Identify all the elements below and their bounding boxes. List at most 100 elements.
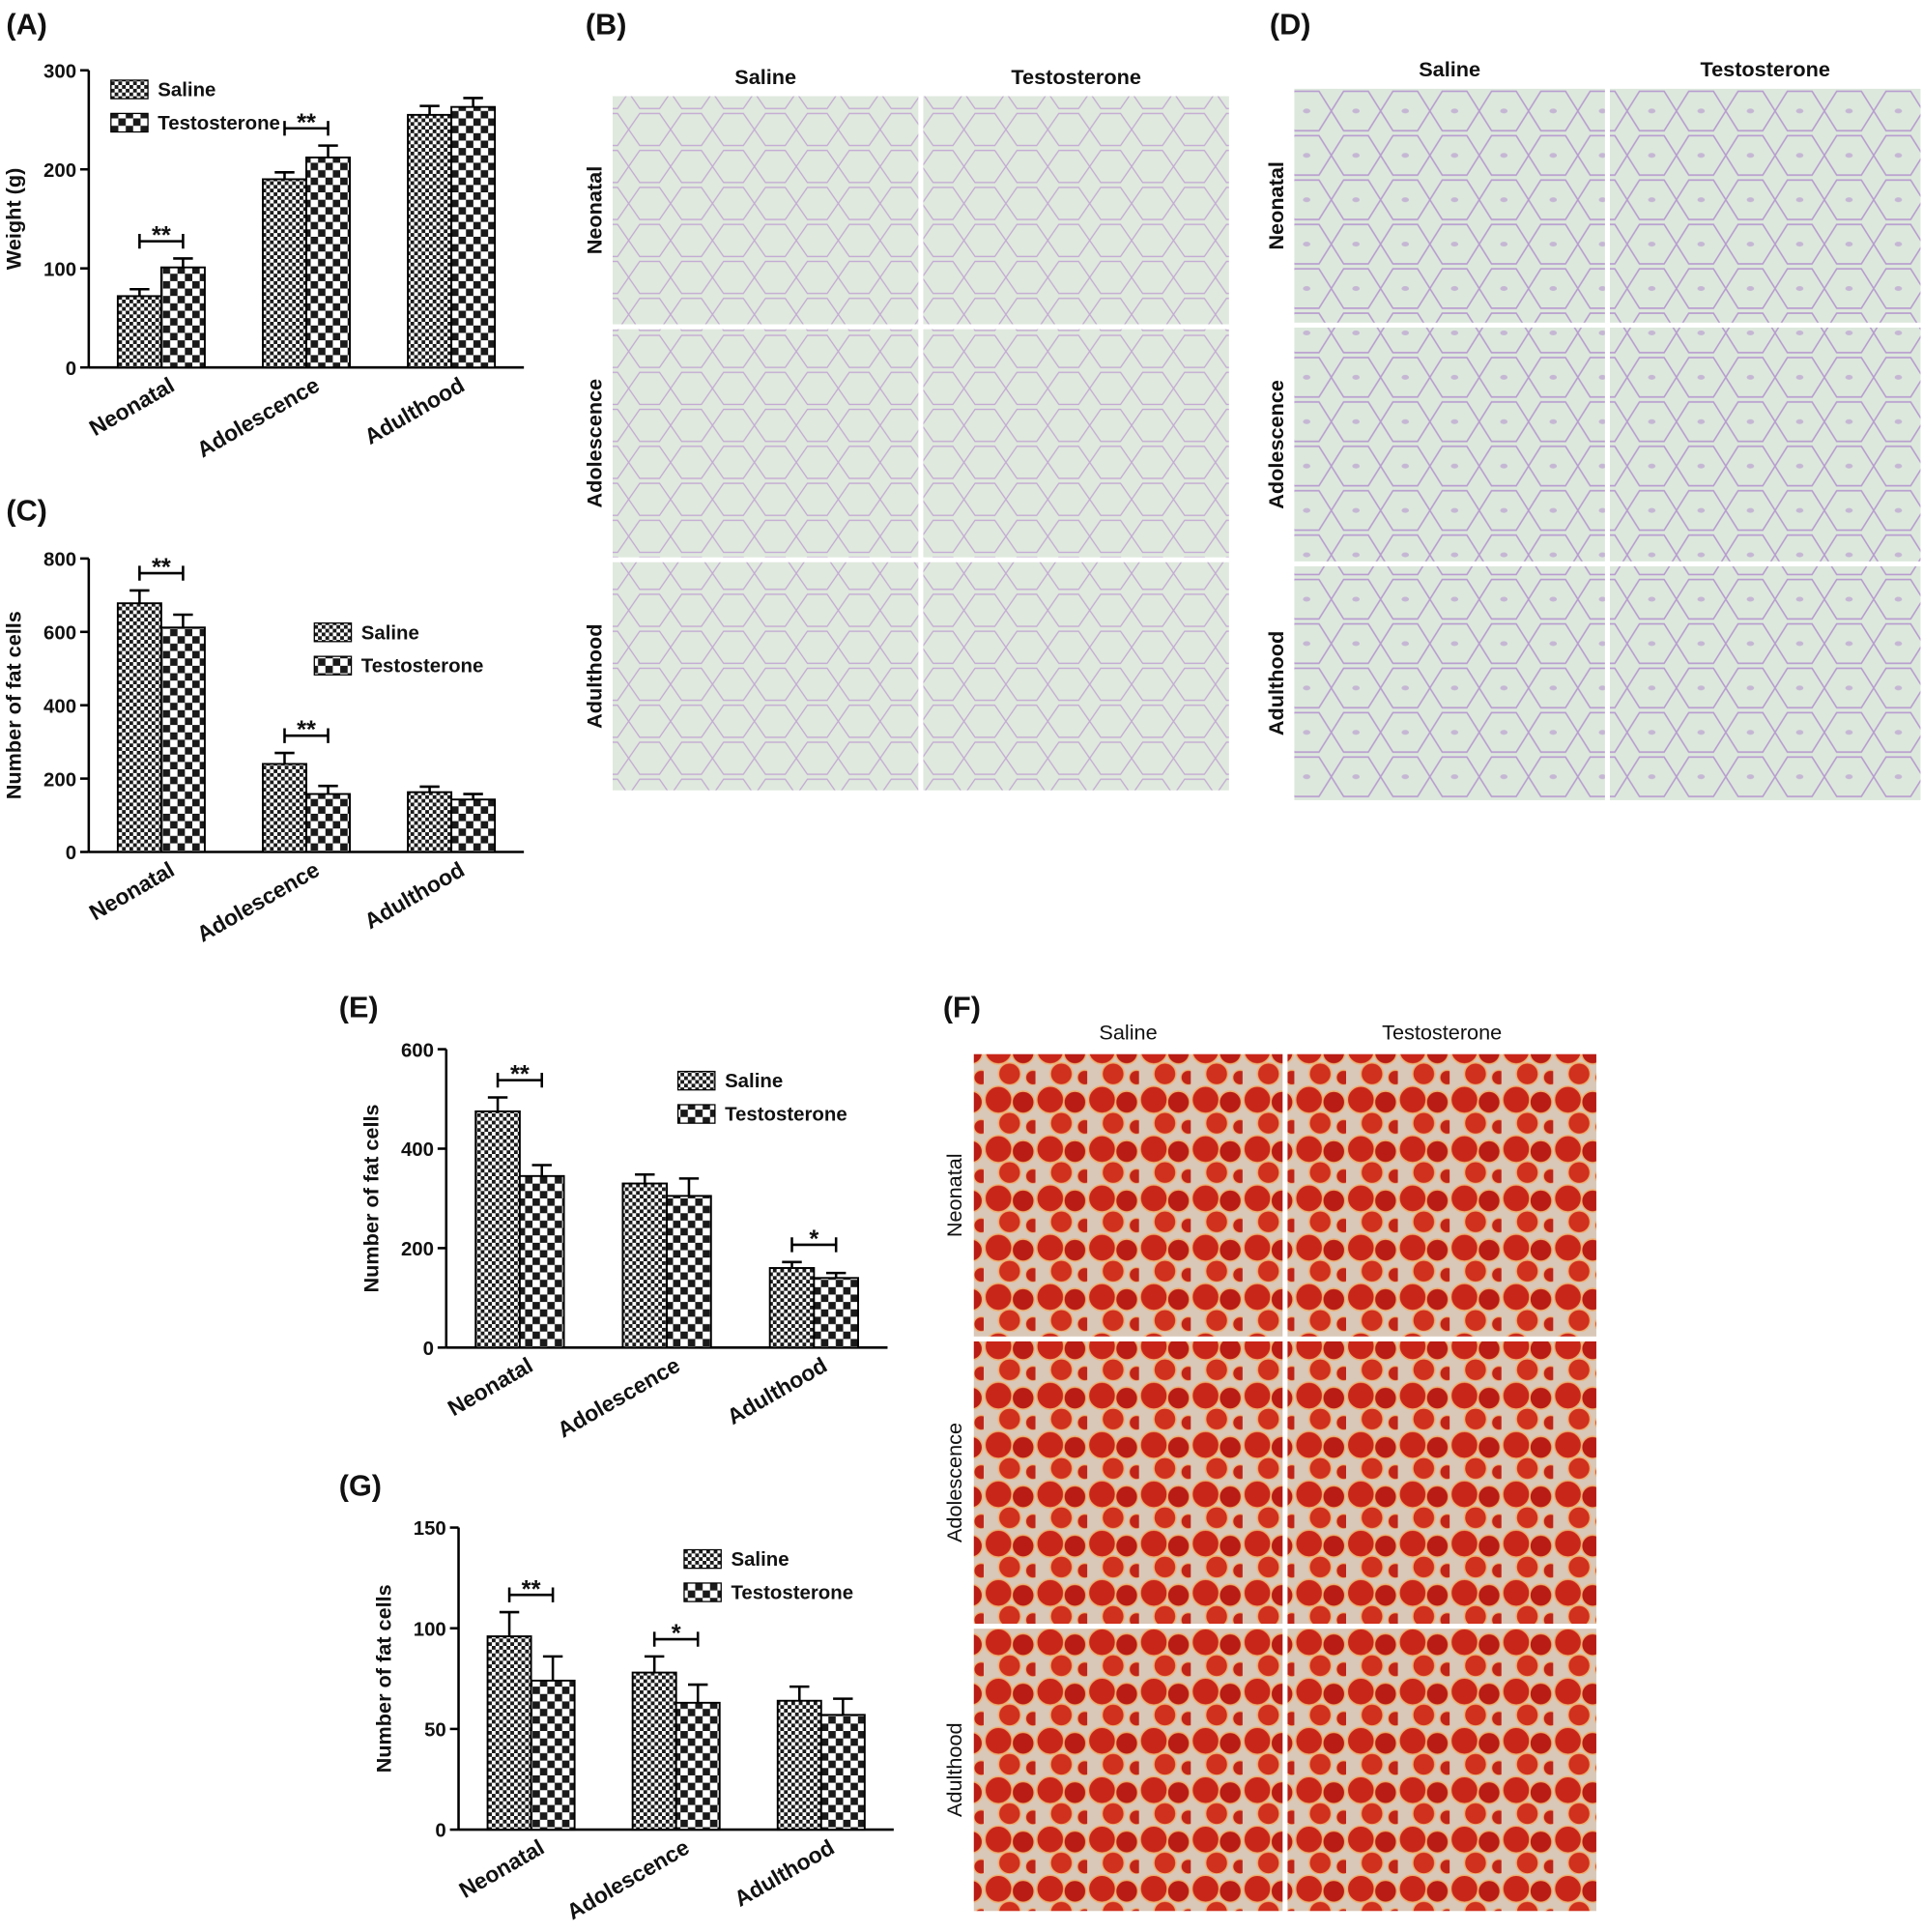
y-tick-label: 600 [43,622,76,644]
micrograph [1294,565,1605,800]
bar [305,793,351,853]
y-tick-label: 0 [435,1821,445,1842]
legend-label: Saline [725,1071,783,1092]
column-header: Testosterone [1700,57,1829,81]
legend-label: Testosterone [731,1583,853,1604]
x-tick-label: Adolescence [192,856,324,946]
legend-swatch [313,622,353,643]
legend-swatch [676,1104,716,1124]
micrograph [612,96,919,325]
panel-label: (A) [6,9,47,42]
micrograph [923,329,1229,558]
bar [116,602,162,853]
y-axis-label: Number of fat cells [359,1104,384,1292]
legend-label: Testosterone [725,1105,847,1126]
legend-label: Saline [158,80,215,101]
panel-label: (D) [1270,9,1310,42]
significance-bracket [652,1631,700,1647]
legend-label: Testosterone [361,656,484,678]
column-header: Saline [734,65,796,89]
bar [486,1635,532,1831]
bar [813,1277,859,1349]
significance-bracket [283,728,330,743]
error-bar [789,1685,810,1701]
micrograph [1609,88,1921,323]
row-label: Adolescence [583,379,607,508]
error-bar [825,1271,847,1279]
error-bar [463,793,483,800]
x-tick-label: Neonatal [454,1834,548,1903]
y-tick-label: 300 [43,61,76,82]
micrograph [1287,1629,1596,1912]
error-bar [463,97,483,107]
bar [530,1679,576,1831]
error-bar [678,1177,700,1197]
error-bar [129,287,150,297]
error-bar [318,784,338,794]
y-tick-label: 150 [414,1518,446,1540]
bar [768,1267,816,1349]
row-label: Adolescence [1264,380,1288,509]
y-tick-label: 600 [401,1040,434,1061]
bar [674,1701,721,1831]
x-tick-label: Neonatal [444,1352,537,1421]
micrograph [923,562,1229,791]
y-tick-label: 100 [414,1619,446,1640]
x-tick-label: Adulthood [730,1834,838,1912]
significance-label: ** [297,717,316,744]
y-axis-label: Number of fat cells [371,1584,395,1773]
bar [116,295,162,369]
y-tick-label: 400 [401,1139,434,1161]
row-label: Neonatal [583,166,607,255]
micrograph [1609,565,1921,800]
bar [776,1699,822,1831]
row-label: Adulthood [1264,631,1288,735]
bar [407,113,453,369]
micrograph [973,1053,1283,1337]
row-label: Neonatal [1264,161,1288,250]
y-tick-label: 200 [401,1239,434,1260]
bar [666,1195,712,1349]
row-label: Neonatal [942,1153,966,1237]
x-tick-label: Neonatal [85,856,179,925]
bar [819,1714,866,1831]
error-bar [499,1610,520,1637]
error-bar [173,257,193,268]
error-bar [531,1164,552,1176]
bar [518,1174,565,1349]
bar [631,1671,677,1831]
error-bar [542,1655,563,1681]
column-header: Saline [1419,57,1480,81]
micrograph [1294,88,1605,323]
y-tick-label: 100 [43,259,76,280]
significance-bracket [790,1237,838,1253]
bar [407,791,453,853]
row-label: Adulthood [942,1722,966,1817]
significance-bracket [138,233,185,249]
error-bar [318,144,338,158]
legend-label: Saline [361,622,419,644]
bar [159,266,206,369]
panel-label: (B) [586,9,627,42]
x-tick-label: Adulthood [360,372,469,449]
error-bar [635,1172,655,1184]
error-bar [274,751,295,764]
significance-label: ** [152,555,171,582]
y-axis-label: Weight (g) [2,168,26,271]
error-bar [419,104,440,115]
y-tick-label: 400 [43,696,76,717]
micrograph [973,1341,1283,1625]
y-tick-label: 200 [43,160,76,182]
legend-label: Testosterone [158,113,280,134]
panel-label: (G) [339,1469,382,1502]
significance-label: * [672,1621,681,1648]
significance-label: ** [297,109,316,136]
error-bar [782,1260,802,1268]
micrograph [973,1629,1283,1912]
column-header: Testosterone [1382,1020,1502,1044]
y-tick-label: 0 [423,1339,434,1360]
micrograph [1294,327,1605,562]
error-bar [173,613,193,628]
